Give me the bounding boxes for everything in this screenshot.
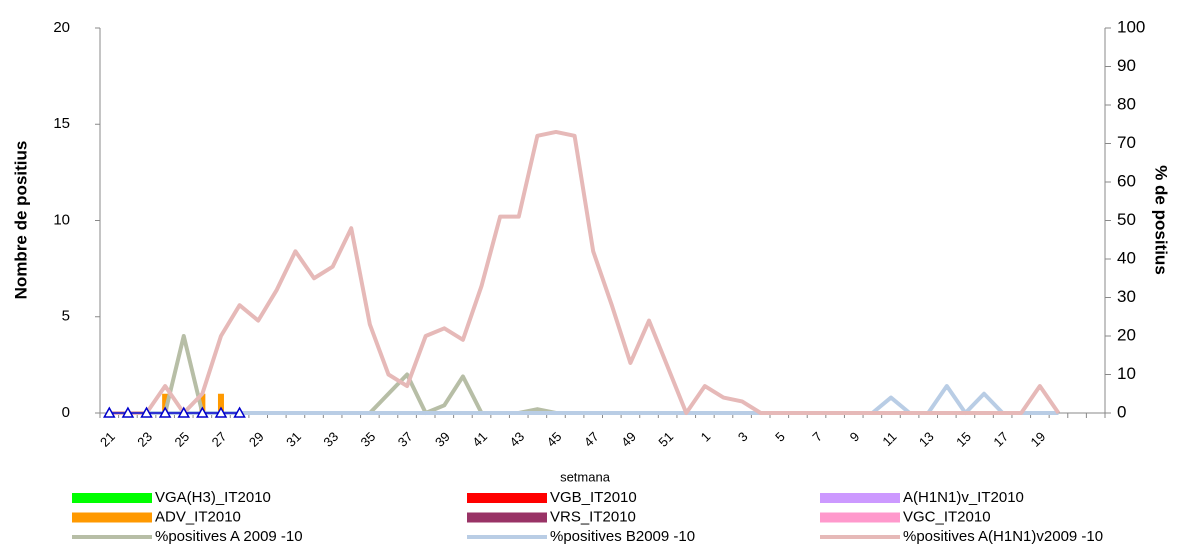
x-tick-label: 37 xyxy=(395,429,416,450)
x-tick-label: 7 xyxy=(809,429,825,445)
y2-tick-label: 20 xyxy=(1117,325,1136,344)
marker xyxy=(140,406,153,418)
x-tick-label: 51 xyxy=(655,429,676,450)
x-tick-label: 19 xyxy=(1028,429,1049,450)
marker xyxy=(177,406,191,418)
x-tick-label: 25 xyxy=(171,429,192,450)
legend-label: VRS_IT2010 xyxy=(550,508,636,525)
x-tick-label: 1 xyxy=(698,429,714,445)
legend-swatch xyxy=(72,512,152,523)
x-tick-label: 27 xyxy=(209,429,230,450)
y2-tick-label: 60 xyxy=(1117,171,1136,190)
legend-label: VGA(H3)_IT2010 xyxy=(155,489,271,506)
legend-label: %positives A 2009 -10 xyxy=(155,528,303,545)
y2-tick-label: 10 xyxy=(1117,364,1136,383)
legend-label: A(H1N1)v_IT2010 xyxy=(903,489,1024,506)
x-tick-label: 43 xyxy=(506,429,527,450)
x-tick-label: 31 xyxy=(283,429,304,450)
y-tick-label: 15 xyxy=(53,115,70,132)
line xyxy=(109,334,1059,415)
x-tick-label: 15 xyxy=(953,429,974,450)
y-axis-title: Nombre de positius xyxy=(11,141,30,300)
y-tick-label: 20 xyxy=(53,19,70,36)
x-tick-label: 49 xyxy=(618,429,639,450)
x-tick-label: 3 xyxy=(735,429,751,445)
legend-label: ADV_IT2010 xyxy=(155,508,241,525)
x-axis-title: setmana xyxy=(560,469,611,484)
x-tick-label: 29 xyxy=(246,429,267,450)
y-tick-label: 5 xyxy=(62,308,70,325)
x-tick-label: 21 xyxy=(97,429,118,450)
bar xyxy=(162,393,169,413)
marker xyxy=(103,406,116,418)
legend-label: %positives A(H1N1)v2009 -10 xyxy=(903,528,1103,545)
x-tick-label: 13 xyxy=(916,429,937,450)
x-tick-label: 11 xyxy=(879,429,899,449)
y2-tick-label: 80 xyxy=(1117,94,1136,113)
bar xyxy=(199,393,206,413)
legend-label: VGC_IT2010 xyxy=(903,508,991,525)
legend-swatch xyxy=(467,493,547,503)
legend-swatch xyxy=(467,512,547,523)
legend-swatch xyxy=(820,493,900,503)
x-tick-label: 45 xyxy=(544,429,565,450)
y2-tick-label: 30 xyxy=(1117,287,1136,306)
line xyxy=(109,384,1059,415)
y-tick-label: 0 xyxy=(62,404,70,421)
x-tick-label: 41 xyxy=(469,429,490,450)
legend-label: %positives B2009 -10 xyxy=(550,528,695,545)
y2-tick-label: 50 xyxy=(1117,210,1136,229)
y2-tick-label: 70 xyxy=(1117,133,1136,152)
legend-label: VGB_IT2010 xyxy=(550,489,637,506)
marker xyxy=(196,406,209,418)
y-tick-label: 10 xyxy=(53,211,70,228)
x-tick-label: 47 xyxy=(581,429,602,450)
x-tick-label: 33 xyxy=(320,429,341,450)
marker xyxy=(214,406,228,418)
legend-swatch xyxy=(820,512,900,523)
bar xyxy=(217,393,224,413)
marker xyxy=(121,406,135,418)
y2-tick-label: 40 xyxy=(1117,248,1136,267)
x-tick-label: 5 xyxy=(772,429,788,445)
x-tick-label: 35 xyxy=(358,429,379,450)
marker xyxy=(233,406,246,418)
y2-tick-label: 0 xyxy=(1117,402,1126,421)
x-tick-label: 9 xyxy=(847,429,863,445)
y2-tick-label: 100 xyxy=(1117,17,1145,36)
marker xyxy=(158,406,172,418)
x-tick-label: 17 xyxy=(990,429,1011,450)
line xyxy=(109,129,1061,415)
y2-tick-label: 90 xyxy=(1117,56,1136,75)
x-tick-label: 39 xyxy=(432,429,453,450)
y2-axis-title: % de positius xyxy=(1152,165,1171,275)
x-tick-label: 23 xyxy=(134,429,155,450)
legend-swatch xyxy=(72,493,152,503)
